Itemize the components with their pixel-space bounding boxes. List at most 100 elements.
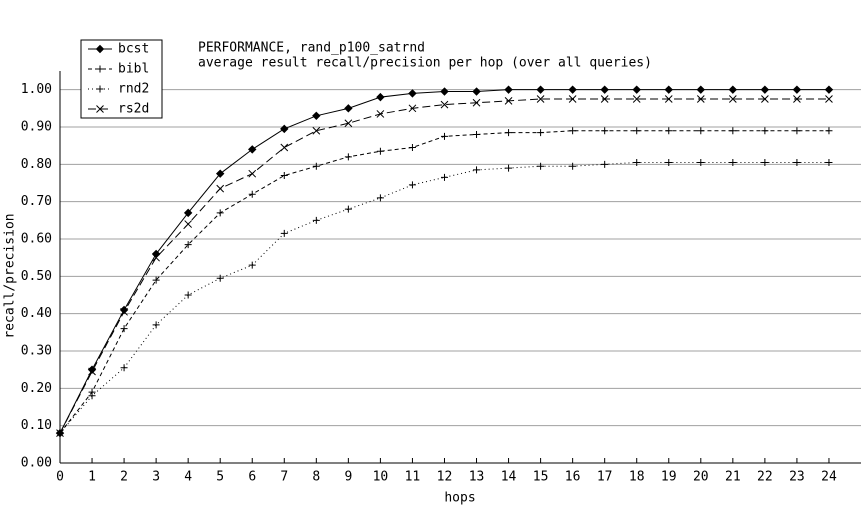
- marker: [633, 158, 641, 166]
- marker: [88, 392, 96, 400]
- marker: [504, 97, 513, 105]
- marker: [376, 194, 384, 202]
- marker: [825, 95, 833, 103]
- marker: [665, 127, 673, 135]
- y-tick-label: 0.40: [21, 306, 52, 321]
- x-tick-label: 3: [152, 470, 160, 485]
- marker: [280, 143, 289, 152]
- x-tick-label: 15: [533, 470, 549, 485]
- marker: [344, 205, 352, 213]
- marker: [344, 153, 352, 161]
- marker: [696, 95, 705, 103]
- marker: [152, 276, 160, 284]
- marker: [696, 85, 706, 94]
- y-tick-label: 1.00: [21, 82, 52, 97]
- y-axis-label: recall/precision: [3, 213, 18, 338]
- y-tick-label: 0.80: [21, 157, 52, 172]
- marker: [536, 95, 545, 103]
- legend-label: bibl: [118, 62, 149, 77]
- marker: [216, 274, 224, 282]
- x-tick-label: 6: [248, 470, 256, 485]
- y-tick-label: 0.90: [21, 120, 52, 135]
- marker: [120, 364, 128, 372]
- marker: [152, 253, 160, 262]
- marker: [440, 100, 449, 109]
- series-line: [59, 89, 829, 434]
- marker: [505, 164, 513, 172]
- legend-label: rs2d: [118, 102, 149, 117]
- marker: [88, 367, 96, 376]
- x-tick-label: 7: [280, 470, 288, 485]
- marker: [280, 172, 288, 180]
- marker: [761, 127, 769, 135]
- marker: [183, 208, 193, 218]
- marker: [215, 169, 225, 178]
- marker: [793, 158, 801, 166]
- marker: [216, 184, 225, 193]
- marker: [344, 119, 353, 128]
- marker: [632, 95, 641, 103]
- marker: [312, 111, 321, 121]
- x-tick-label: 23: [789, 470, 805, 485]
- marker: [440, 132, 448, 140]
- marker: [312, 162, 320, 170]
- marker: [216, 209, 224, 217]
- marker: [408, 89, 417, 98]
- legend-marker: [96, 65, 104, 73]
- marker: [825, 127, 833, 135]
- legend-marker: [95, 44, 105, 54]
- x-tick-label: 13: [469, 470, 485, 485]
- marker: [537, 129, 545, 137]
- x-tick-label: 0: [56, 470, 64, 485]
- marker: [440, 87, 449, 96]
- marker: [248, 145, 257, 154]
- marker: [248, 261, 256, 269]
- marker: [312, 216, 320, 224]
- x-tick-label: 4: [184, 470, 192, 485]
- marker: [120, 325, 128, 333]
- x-tick-label: 12: [437, 470, 453, 485]
- marker: [792, 85, 802, 94]
- marker: [633, 127, 641, 135]
- marker: [729, 127, 737, 135]
- x-tick-label: 18: [629, 470, 645, 485]
- marker: [664, 95, 673, 103]
- marker: [440, 173, 448, 181]
- series-line: [59, 161, 829, 434]
- marker: [793, 95, 801, 103]
- marker: [120, 307, 128, 316]
- marker: [376, 92, 385, 102]
- marker: [184, 291, 192, 299]
- legend-marker: [96, 85, 104, 93]
- marker: [824, 85, 834, 94]
- marker: [248, 169, 257, 178]
- marker: [728, 95, 737, 103]
- y-tick-label: 0.20: [21, 381, 52, 396]
- marker: [728, 85, 738, 94]
- marker: [761, 95, 769, 103]
- y-tick-label: 0.70: [21, 194, 52, 209]
- marker: [280, 229, 288, 237]
- marker: [664, 85, 673, 94]
- marker: [760, 85, 770, 94]
- x-tick-label: 24: [821, 470, 837, 485]
- x-tick-label: 16: [565, 470, 581, 485]
- marker: [376, 110, 385, 118]
- x-tick-label: 20: [693, 470, 709, 485]
- marker: [344, 104, 353, 113]
- marker: [280, 124, 289, 134]
- marker: [793, 127, 801, 135]
- marker: [536, 85, 545, 94]
- marker: [537, 162, 545, 170]
- chart-title: PERFORMANCE, rand_p100_satrnd: [198, 41, 425, 56]
- marker: [568, 85, 577, 94]
- marker: [569, 162, 577, 170]
- x-tick-label: 8: [312, 470, 320, 485]
- x-tick-label: 5: [216, 470, 224, 485]
- marker: [601, 127, 609, 135]
- x-tick-label: 17: [597, 470, 613, 485]
- x-tick-label: 14: [501, 470, 517, 485]
- x-tick-label: 22: [757, 470, 773, 485]
- marker: [473, 166, 481, 174]
- marker: [408, 144, 416, 152]
